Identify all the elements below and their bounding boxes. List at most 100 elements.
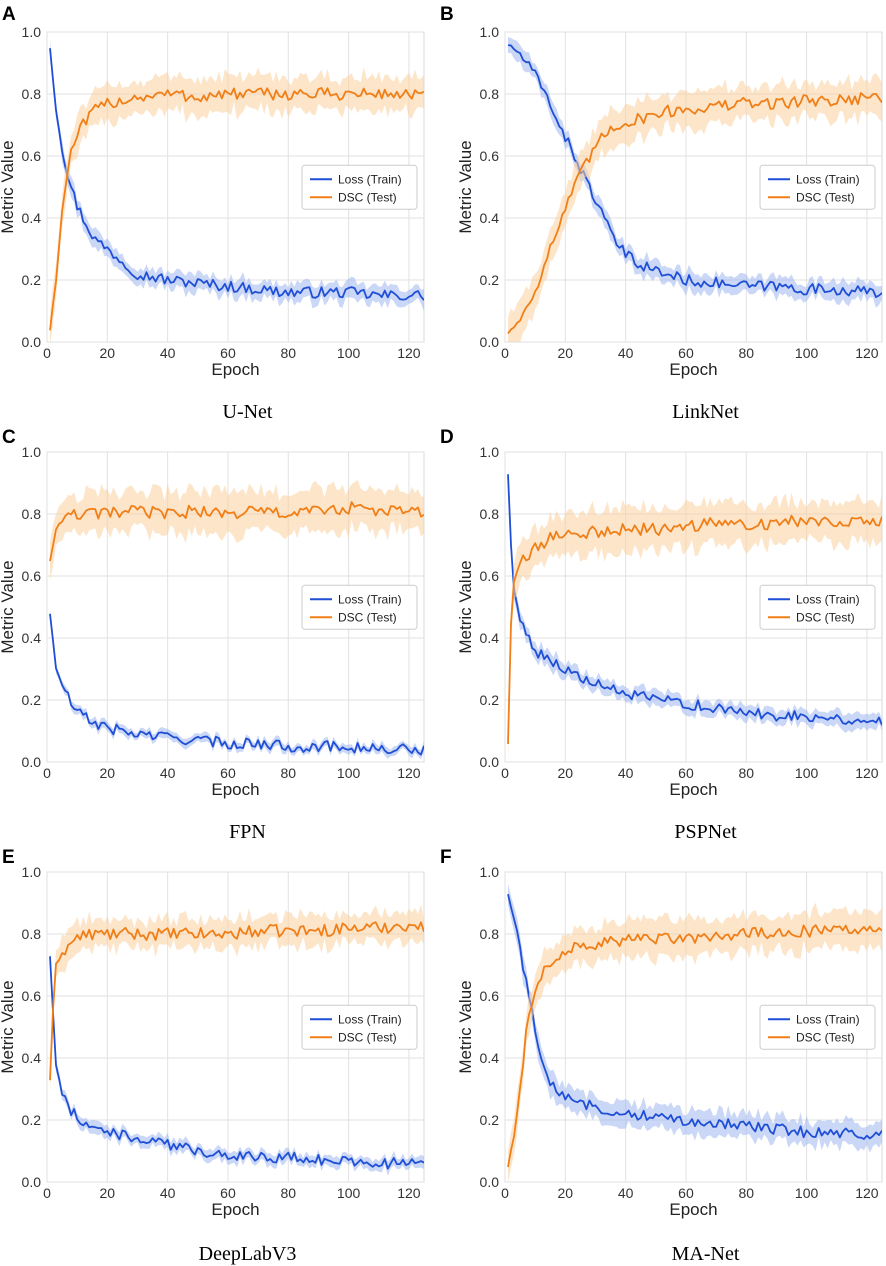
y-tick-label: 0.6 xyxy=(22,568,42,584)
y-axis-label: Metric Value xyxy=(0,560,17,653)
confidence-band-dsc xyxy=(508,902,882,1182)
x-tick-label: 100 xyxy=(795,765,819,781)
x-axis-label: Epoch xyxy=(211,1200,259,1219)
panel-caption: DeepLabV3 xyxy=(199,1243,297,1265)
y-tick-label: 1.0 xyxy=(480,444,500,460)
y-tick-label: 0.2 xyxy=(480,272,500,288)
x-tick-label: 20 xyxy=(100,1185,116,1201)
x-tick-label: 120 xyxy=(855,1185,879,1201)
panel-letter: F xyxy=(440,847,452,868)
legend-label-dsc: DSC (Test) xyxy=(796,1030,855,1044)
plot-series xyxy=(507,467,882,762)
y-tick-label: 0.8 xyxy=(22,506,42,522)
x-tick-label: 60 xyxy=(220,1185,236,1201)
y-tick-label: 0.4 xyxy=(22,210,42,226)
y-tick-label: 0.0 xyxy=(22,754,42,770)
legend: Loss (Train) DSC (Test) xyxy=(759,1004,876,1050)
x-tick-label: 20 xyxy=(558,345,574,361)
legend-label-dsc: DSC (Test) xyxy=(338,1030,397,1044)
y-tick-label: 0.8 xyxy=(480,926,500,942)
x-tick-label: 40 xyxy=(160,345,176,361)
plot-series xyxy=(49,40,424,342)
x-tick-label: 60 xyxy=(678,1185,694,1201)
y-tick-label: 0.0 xyxy=(22,1174,42,1190)
panel-caption: LinkNet xyxy=(672,401,739,423)
chart-panel-e: E 0 20 40 60 80 100 120 0.0 0.2 0.4 0.6 0.8 1.0 Epoch M… xyxy=(0,847,425,1265)
y-tick-label: 0.6 xyxy=(22,148,42,164)
legend-label-dsc: DSC (Test) xyxy=(338,190,397,204)
legend-label-loss: Loss (Train) xyxy=(338,172,402,186)
x-tick-label: 20 xyxy=(100,345,116,361)
legend: Loss (Train) DSC (Test) xyxy=(759,584,876,630)
plot-series xyxy=(49,479,424,760)
panel-letter: E xyxy=(2,847,15,868)
chart-panel-a: A 0 20 40 60 80 100 120 0.0 0.2 0.4 0.6 0.8 1.0 Epoch M… xyxy=(0,4,425,423)
x-tick-label: 80 xyxy=(738,345,754,361)
series-line-dsc xyxy=(49,87,424,331)
legend: Loss (Train) DSC (Test) xyxy=(301,1004,418,1050)
panel-caption: FPN xyxy=(229,821,266,843)
legend-label-loss: Loss (Train) xyxy=(796,592,860,606)
y-tick-label: 0.2 xyxy=(480,1112,500,1128)
y-tick-label: 0.2 xyxy=(22,692,42,708)
x-tick-label: 40 xyxy=(160,765,176,781)
chart-panel-b: B 0 20 40 60 80 100 120 0.0 0.2 0.4 0.6 0.8 1.0 Epoch M… xyxy=(440,4,883,423)
x-tick-label: 120 xyxy=(397,345,421,361)
panel-letter: A xyxy=(2,4,16,25)
legend: Loss (Train) DSC (Test) xyxy=(301,164,418,210)
series-line-dsc xyxy=(507,92,882,334)
y-tick-label: 0.8 xyxy=(480,506,500,522)
legend-label-loss: Loss (Train) xyxy=(796,172,860,186)
y-tick-label: 0.4 xyxy=(480,210,500,226)
x-axis-label: Epoch xyxy=(211,780,259,799)
y-tick-label: 0.4 xyxy=(480,1050,500,1066)
y-tick-label: 1.0 xyxy=(22,24,42,40)
y-tick-label: 0.0 xyxy=(480,334,500,350)
y-tick-label: 0.8 xyxy=(22,86,42,102)
y-tick-label: 0.2 xyxy=(480,692,500,708)
plot-series xyxy=(507,883,882,1182)
legend-label-loss: Loss (Train) xyxy=(338,1012,402,1026)
series-line-dsc xyxy=(507,924,882,1168)
x-axis-label: Epoch xyxy=(669,780,717,799)
x-tick-label: 100 xyxy=(337,345,361,361)
legend-label-dsc: DSC (Test) xyxy=(796,610,855,624)
y-axis-label: Metric Value xyxy=(456,560,475,653)
y-tick-label: 0.0 xyxy=(480,754,500,770)
y-axis-label: Metric Value xyxy=(0,140,17,233)
x-tick-label: 80 xyxy=(280,345,296,361)
y-tick-label: 0.0 xyxy=(480,1174,500,1190)
y-axis-label: Metric Value xyxy=(456,980,475,1073)
chart-panel-f: F 0 20 40 60 80 100 120 0.0 0.2 0.4 0.6 0.8 1.0 Epoch M… xyxy=(440,847,883,1265)
y-tick-label: 1.0 xyxy=(22,864,42,880)
x-axis-label: Epoch xyxy=(211,360,259,379)
confidence-band-loss xyxy=(508,883,882,1153)
x-tick-label: 100 xyxy=(337,765,361,781)
legend-label-loss: Loss (Train) xyxy=(338,592,402,606)
y-tick-label: 0.6 xyxy=(22,988,42,1004)
x-tick-label: 60 xyxy=(678,345,694,361)
confidence-band-dsc xyxy=(50,904,424,1094)
y-tick-label: 0.8 xyxy=(480,86,500,102)
legend: Loss (Train) DSC (Test) xyxy=(759,164,876,210)
x-tick-label: 20 xyxy=(558,1185,574,1201)
chart-panel-c: C 0 20 40 60 80 100 120 0.0 0.2 0.4 0.6 0.8 1.0 Epoch M… xyxy=(0,427,425,843)
x-tick-label: 120 xyxy=(397,1185,421,1201)
panel-caption: U-Net xyxy=(223,401,273,423)
y-tick-label: 0.6 xyxy=(480,988,500,1004)
x-tick-label: 60 xyxy=(220,345,236,361)
series-line-loss xyxy=(507,893,882,1140)
x-axis-label: Epoch xyxy=(669,1200,717,1219)
x-tick-label: 0 xyxy=(43,345,51,361)
panel-letter: D xyxy=(440,427,454,448)
x-axis-label: Epoch xyxy=(669,360,717,379)
x-tick-label: 80 xyxy=(280,765,296,781)
x-tick-label: 0 xyxy=(501,1185,509,1201)
series-line-loss xyxy=(49,48,424,301)
x-tick-label: 80 xyxy=(738,765,754,781)
x-tick-label: 40 xyxy=(618,1185,634,1201)
x-tick-label: 0 xyxy=(43,1185,51,1201)
x-tick-label: 60 xyxy=(678,765,694,781)
y-tick-label: 0.6 xyxy=(480,148,500,164)
y-tick-label: 1.0 xyxy=(22,444,42,460)
